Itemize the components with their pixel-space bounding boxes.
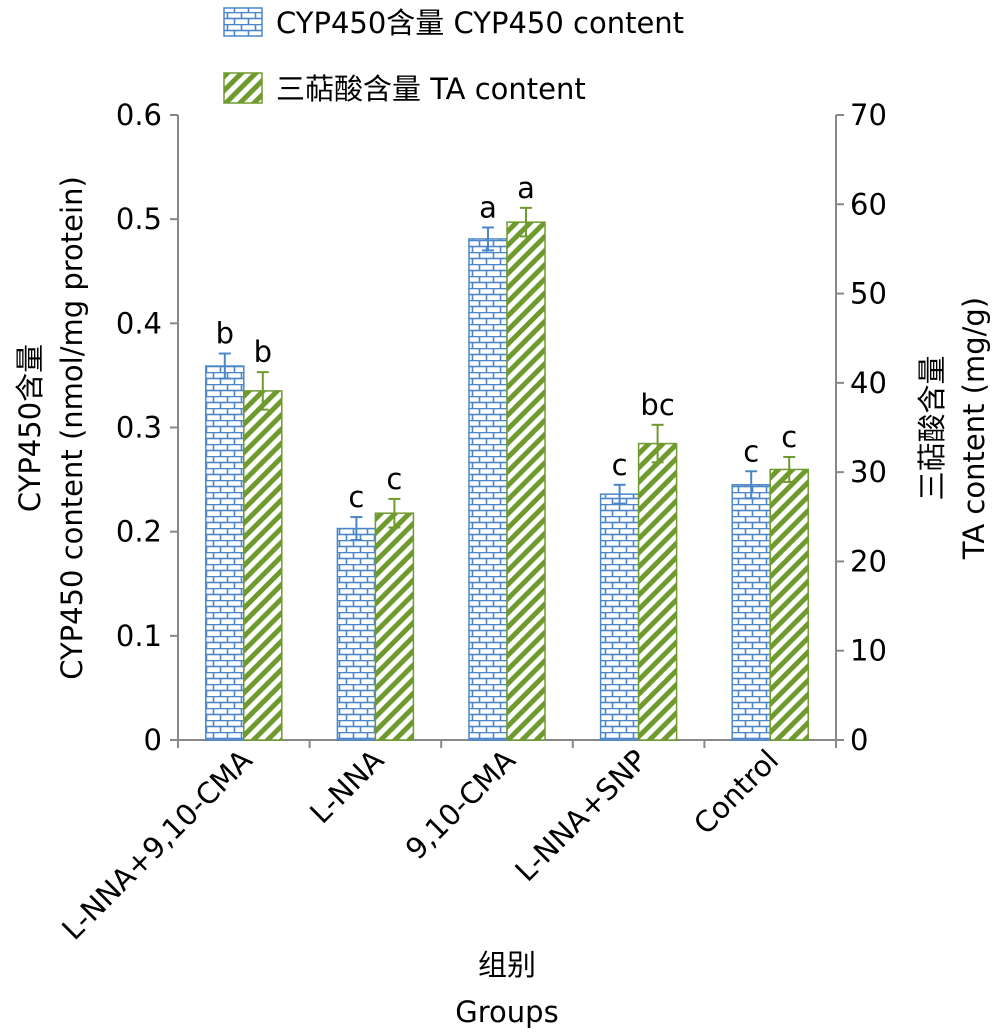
cyp450-bar	[336, 527, 377, 741]
cyp450-bar	[468, 238, 508, 741]
cyp450-significance-letter: c	[348, 480, 364, 514]
ta-bar	[769, 468, 809, 741]
left-tick-label: 0.4	[116, 306, 162, 340]
left-tick-label: 0.1	[116, 619, 162, 653]
left-tick-label: 0.6	[116, 98, 162, 132]
ta-error-bar	[388, 497, 401, 529]
cyp450-significance-letter: c	[612, 448, 628, 482]
ta-significance-letter: b	[254, 335, 272, 369]
ta-significance-letter: a	[517, 171, 535, 205]
right-tick-label: 30	[850, 455, 887, 489]
right-tick-label: 10	[850, 634, 887, 668]
right-tick-label: 20	[850, 544, 887, 578]
right-axis-title-en: TA content (mg/g)	[957, 297, 991, 560]
left-axis-title-en: CYP450 content (nmol/mg protein)	[55, 176, 89, 680]
right-tick-label: 60	[850, 187, 887, 221]
category-label: 9,10-CMA	[399, 743, 522, 866]
x-axis	[177, 739, 837, 748]
ta-error-bar	[256, 371, 269, 411]
right-tick-label: 0	[850, 723, 868, 757]
ta-error-bar	[651, 423, 664, 464]
legend-label-cyp450: CYP450含量 CYP450 content	[276, 6, 684, 40]
left-tick-label: 0.3	[116, 411, 162, 445]
x-axis-title-en: Groups	[455, 995, 558, 1029]
legend-swatch-ta	[223, 72, 263, 104]
ta-error-bar	[520, 206, 532, 238]
ta-significance-letter: bc	[640, 388, 674, 422]
category-label: Control	[687, 743, 785, 841]
ta-bar	[243, 390, 283, 741]
left-axis-title-cn: CYP450含量	[13, 344, 47, 512]
legend: CYP450含量 CYP450 content 三萜酸含量 TA content	[223, 6, 684, 106]
category-label: L-NNA	[303, 743, 390, 830]
cyp450-error-bar	[350, 516, 363, 541]
cyp450-significance-letter: c	[743, 434, 759, 468]
cyp450-significance-letter: b	[216, 317, 234, 351]
left-tick-label: 0.2	[116, 515, 162, 549]
right-tick-label: 70	[850, 98, 887, 132]
ta-error-bar	[783, 455, 796, 483]
ta-bar	[637, 442, 678, 741]
right-tick-label: 50	[850, 277, 887, 311]
ta-bar	[506, 221, 546, 741]
legend-swatch-cyp450	[223, 7, 263, 37]
cyp450-error-bar	[613, 483, 626, 505]
right-axis: 0 10 20 30 40 50 60 70	[835, 98, 887, 757]
cyp450-error-bar	[218, 352, 231, 380]
ta-significance-letter: c	[386, 462, 402, 496]
cyp450-bar	[731, 484, 771, 741]
ta-significance-letter: c	[781, 420, 797, 454]
x-axis-title-cn: 组别	[478, 948, 536, 982]
category-label: L-NNA+SNP	[508, 743, 653, 888]
cyp450-significance-letter: a	[479, 191, 497, 225]
left-tick-label: 0.5	[116, 202, 162, 236]
cyp450-bar	[599, 493, 640, 741]
legend-label-ta: 三萜酸含量 TA content	[276, 72, 586, 106]
right-axis-title-cn: 三萜酸含量	[915, 355, 949, 500]
right-tick-label: 40	[850, 366, 887, 400]
left-axis: 0 0.1 0.2 0.3 0.4 0.5 0.6	[116, 98, 179, 757]
cyp450-error-bar	[482, 226, 494, 252]
category-label: L-NNA+9,10-CMA	[55, 743, 259, 947]
cyp450-bar	[205, 365, 245, 741]
cyp450-error-bar	[745, 470, 758, 500]
ta-bar	[374, 512, 415, 741]
left-tick-label: 0	[144, 723, 162, 757]
